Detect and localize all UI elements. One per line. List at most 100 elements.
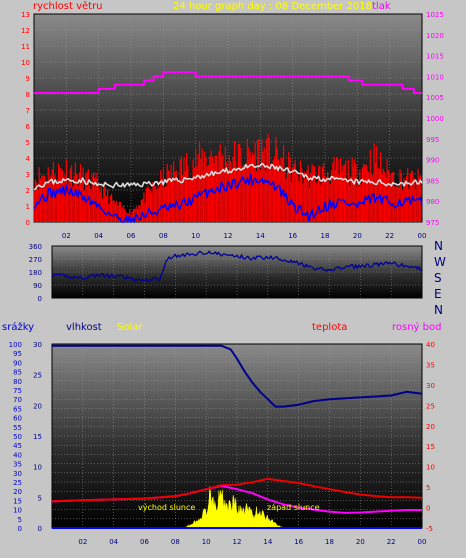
compass-w: W xyxy=(434,255,446,269)
rain-label: srážky xyxy=(2,322,35,333)
pressure-y-tick: 1010 xyxy=(426,73,444,81)
wind-x-tick: 22 xyxy=(385,232,394,240)
humidity-y-tick: 0 xyxy=(18,525,22,533)
wind-x-tick: 12 xyxy=(224,232,233,240)
pressure-y-tick: 980 xyxy=(426,198,439,206)
wind-x-tick: 16 xyxy=(288,232,297,240)
pressure-line xyxy=(34,71,422,94)
wind-x-tick: 06 xyxy=(127,232,136,240)
solar-y-tick: 5 xyxy=(38,494,42,502)
temperature-y-tick: 0 xyxy=(426,505,430,513)
solar-area xyxy=(182,486,285,529)
humidity-y-tick: 75 xyxy=(13,387,22,395)
compass-e: E xyxy=(434,287,442,301)
direction-panel-background xyxy=(52,246,422,298)
temperature-y-tick: 35 xyxy=(426,361,435,369)
wind-direction-line xyxy=(51,250,423,282)
direction-panel-frame xyxy=(51,245,423,299)
direction-y-tick: 180 xyxy=(29,269,42,277)
pressure-y-tick: 1015 xyxy=(426,53,444,61)
sunrise-annotation: východ slunce xyxy=(138,503,196,512)
humidity-x-tick: 22 xyxy=(387,538,396,546)
pressure-y-tick: 995 xyxy=(426,136,439,144)
pressure-y-tick: 1005 xyxy=(426,94,444,102)
humidity-y-tick: 5 xyxy=(18,516,22,524)
pressure-y-tick: 985 xyxy=(426,177,439,185)
wind-y-tick: 2 xyxy=(26,187,30,195)
wind-y-tick: 6 xyxy=(26,123,31,131)
solar-label: Solar xyxy=(117,322,143,333)
humidity-y-tick: 20 xyxy=(13,488,22,496)
wind-average-line xyxy=(33,173,423,223)
wind-y-tick: 7 xyxy=(26,107,30,115)
solar-y-tick: 15 xyxy=(33,433,42,441)
wind-y-tick: 13 xyxy=(21,11,30,19)
wind-x-tick: 20 xyxy=(353,232,362,240)
humidity-y-tick: 80 xyxy=(13,378,22,386)
wind-x-tick: 18 xyxy=(321,232,330,240)
wind-y-tick: 1 xyxy=(26,203,30,211)
sunset-annotation: západ slunce xyxy=(267,503,320,512)
humidity-y-tick: 65 xyxy=(13,405,22,413)
temperature-y-tick: 15 xyxy=(426,443,435,451)
humidity-x-tick: 20 xyxy=(356,538,365,546)
solar-y-tick: 25 xyxy=(33,372,42,380)
temperature-y-tick: 5 xyxy=(426,484,430,492)
temperature-y-tick: 40 xyxy=(426,341,435,349)
solar-y-tick: 0 xyxy=(38,525,42,533)
direction-y-tick: 0 xyxy=(38,295,42,303)
direction-y-tick: 270 xyxy=(29,256,42,264)
humidity-y-tick: 15 xyxy=(13,497,22,505)
humidity-y-tick: 25 xyxy=(13,479,22,487)
humidity-y-tick: 35 xyxy=(13,461,22,469)
graph-title: 24 hour graph day : 08 December 2018 xyxy=(173,1,372,12)
pressure-y-tick: 1025 xyxy=(426,11,444,19)
humidity-x-tick: 02 xyxy=(78,538,87,546)
humidity-x-tick: 06 xyxy=(140,538,149,546)
humidity-y-tick: 30 xyxy=(13,470,22,478)
temperature-line xyxy=(51,477,423,503)
humidity-y-tick: 45 xyxy=(13,442,22,450)
wind-y-tick: 12 xyxy=(21,27,30,35)
humidity-x-tick: 04 xyxy=(109,538,118,546)
humidity-y-tick: 55 xyxy=(13,424,22,432)
humidity-y-tick: 50 xyxy=(13,433,22,441)
wind-x-tick: 04 xyxy=(94,232,103,240)
direction-y-tick: 360 xyxy=(29,243,42,251)
humidity-x-tick: 00 xyxy=(418,538,427,546)
temperature-y-tick: 25 xyxy=(426,402,435,410)
humidity-y-tick: 95 xyxy=(13,350,22,358)
wind-speed-label: rychlost větru xyxy=(33,1,103,12)
solar-y-tick: 20 xyxy=(33,402,42,410)
wind-x-tick: 00 xyxy=(418,232,427,240)
pressure-y-tick: 990 xyxy=(426,157,439,165)
pressure-y-tick: 975 xyxy=(426,219,439,227)
temperature-y-tick: 20 xyxy=(426,423,435,431)
wind-y-tick: 4 xyxy=(26,155,31,163)
wind-y-tick: 9 xyxy=(26,75,30,83)
wind-y-tick: 5 xyxy=(26,139,30,147)
humidity-y-tick: 90 xyxy=(13,359,22,367)
humidity-y-tick: 70 xyxy=(13,396,22,404)
wind-x-tick: 10 xyxy=(191,232,200,240)
temperature-y-tick: 30 xyxy=(426,382,435,390)
dewpoint-label: rosný bod xyxy=(392,322,442,333)
wind-y-tick: 3 xyxy=(26,171,30,179)
humidity-x-tick: 18 xyxy=(325,538,334,546)
humidity-x-tick: 12 xyxy=(233,538,242,546)
humidity-label: vlhkost xyxy=(66,322,102,333)
compass-n-top: N xyxy=(434,239,443,253)
wind-y-tick: 10 xyxy=(21,59,30,67)
pressure-label: tlak xyxy=(372,1,391,12)
compass-s: S xyxy=(434,271,442,285)
pressure-y-tick: 1000 xyxy=(426,115,444,123)
humidity-y-tick: 60 xyxy=(13,415,22,423)
humidity-y-tick: 100 xyxy=(9,341,22,349)
compass-n-bottom: N xyxy=(434,303,443,317)
humidity-y-tick: 85 xyxy=(13,369,22,377)
humidity-y-tick: 40 xyxy=(13,451,22,459)
humidity-x-tick: 08 xyxy=(171,538,180,546)
wind-x-tick: 08 xyxy=(159,232,168,240)
